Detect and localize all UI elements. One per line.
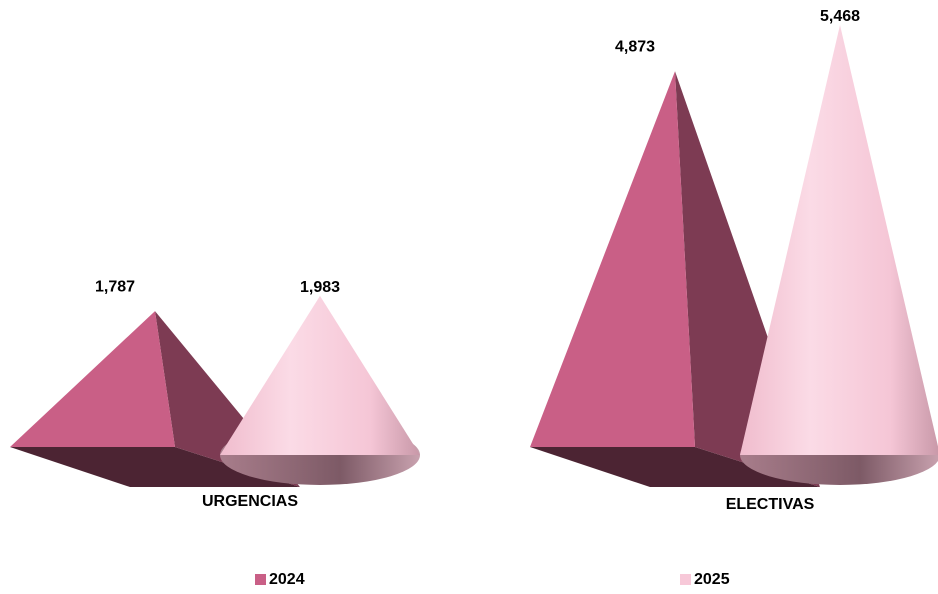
pyramid-bottom <box>10 447 300 487</box>
legend-swatch <box>255 574 266 585</box>
category-label: URGENCIAS <box>202 493 298 510</box>
legend-swatch <box>680 574 691 585</box>
cone-body <box>220 295 420 455</box>
legend-label: 2025 <box>694 571 730 588</box>
pyramid-bottom <box>530 447 820 487</box>
legend-label: 2024 <box>269 571 305 588</box>
pyramid-front <box>530 71 695 448</box>
value-label: 1,787 <box>95 278 135 295</box>
cone-body <box>740 25 938 455</box>
pyramid-front <box>10 311 175 447</box>
value-label: 4,873 <box>615 38 655 55</box>
value-label: 5,468 <box>820 8 860 25</box>
pyramid-side <box>155 311 300 487</box>
value-label: 1,983 <box>300 279 340 296</box>
category-label: ELECTIVAS <box>726 496 815 513</box>
